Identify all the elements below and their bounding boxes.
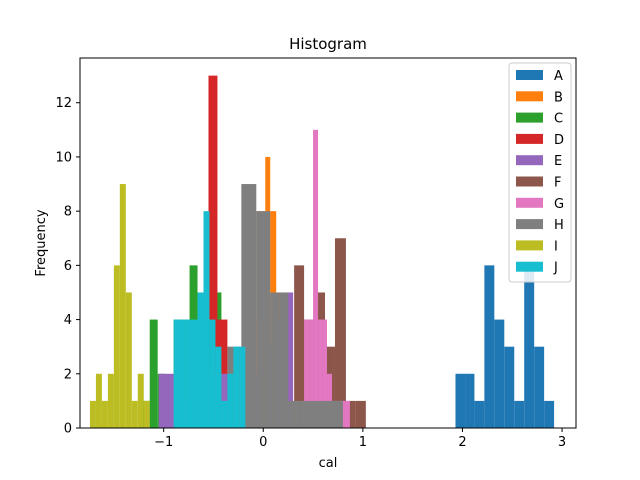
legend-swatch-j — [516, 261, 543, 272]
y-tick-label: 4 — [64, 313, 72, 328]
legend-label-j: J — [553, 261, 558, 276]
legend-swatch-f — [516, 176, 543, 187]
bar-i-1 — [95, 373, 102, 428]
bar-i-7 — [131, 400, 138, 428]
bar-j-7 — [227, 373, 234, 428]
bar-f-5 — [345, 400, 356, 428]
y-tick-label: 0 — [64, 422, 72, 437]
bar-a-5 — [504, 346, 515, 428]
histogram-bars — [89, 75, 555, 429]
plot-frame — [79, 57, 577, 429]
bar-j-0 — [173, 319, 186, 428]
bar-a-4 — [494, 319, 505, 428]
legend-swatch-c — [516, 112, 543, 123]
legend-label-i: I — [554, 239, 558, 254]
bar-h-4 — [279, 292, 289, 428]
bar-j-1 — [185, 319, 198, 428]
bar-d-3 — [208, 75, 218, 428]
bar-a-9 — [544, 400, 555, 428]
bar-g-9 — [344, 400, 350, 428]
bar-j-2 — [197, 292, 204, 428]
bar-f-4 — [334, 238, 346, 428]
y-axis-label: Frequency — [34, 209, 49, 276]
x-axis-ticks: −1 0 1 2 3 — [154, 428, 566, 450]
bar-a-8 — [534, 346, 545, 428]
legend-label-c: C — [554, 112, 563, 127]
bar-h-5 — [288, 400, 300, 428]
bar-j-6 — [221, 400, 228, 428]
bar-i-8 — [137, 373, 144, 428]
x-tick-label: −1 — [154, 435, 173, 450]
bar-f-6 — [355, 400, 366, 428]
bar-i-3 — [107, 373, 114, 428]
legend-swatch-d — [516, 133, 543, 144]
legend-label-f: F — [554, 176, 561, 191]
legend-swatch-a — [516, 70, 543, 80]
bar-a-0 — [455, 373, 466, 428]
x-tick-label: 0 — [259, 435, 267, 450]
legend-label-h: H — [554, 218, 564, 233]
y-tick-label: 8 — [64, 205, 72, 220]
legend-label-a: A — [554, 69, 563, 84]
y-tick-label: 2 — [64, 367, 72, 382]
y-axis-ticks: 0 2 4 6 8 10 12 — [55, 96, 80, 437]
bar-i-6 — [125, 292, 132, 428]
legend-label-e: E — [554, 154, 562, 169]
y-tick-label: 10 — [55, 150, 72, 165]
bar-h-7 — [309, 400, 321, 428]
legend-swatch-i — [516, 240, 543, 251]
bar-i-9 — [143, 400, 150, 428]
bar-j-5 — [215, 346, 222, 428]
x-tick-label: 2 — [458, 435, 466, 450]
bar-g-3 — [318, 319, 323, 428]
bar-a-1 — [465, 373, 475, 428]
legend-swatch-e — [516, 155, 543, 166]
x-tick-label: 3 — [558, 435, 566, 450]
bar-a-2 — [474, 400, 485, 428]
bar-f-0 — [294, 265, 305, 428]
x-axis-label: cal — [319, 456, 338, 471]
bar-g-1 — [309, 319, 314, 428]
bar-e-0 — [158, 373, 175, 428]
legend-swatch-b — [516, 91, 543, 102]
y-tick-label: 12 — [55, 96, 72, 111]
bar-a-3 — [484, 265, 495, 428]
bar-g-0 — [304, 319, 310, 428]
bar-g-4 — [322, 319, 328, 428]
bar-i-2 — [101, 400, 108, 428]
bar-i-0 — [89, 400, 96, 428]
chart-title: Histogram — [289, 35, 367, 53]
bar-j-3 — [203, 211, 210, 428]
legend-label-d: D — [554, 133, 564, 148]
bar-a-7 — [524, 265, 535, 428]
bar-h-2 — [256, 211, 271, 428]
bar-i-4 — [113, 265, 120, 428]
bar-h-9 — [331, 400, 343, 428]
bar-h-6 — [299, 400, 310, 428]
x-tick-label: 1 — [359, 435, 367, 450]
bar-g-2 — [313, 129, 319, 429]
legend-swatch-g — [516, 197, 543, 208]
bar-j-9 — [239, 346, 246, 428]
bar-h-3 — [270, 292, 280, 428]
legend-label-g: G — [554, 197, 564, 212]
bar-h-8 — [320, 400, 332, 428]
legend-swatch-h — [516, 219, 543, 230]
bar-a-6 — [514, 400, 525, 428]
bar-j-8 — [233, 346, 240, 428]
y-tick-label: 6 — [64, 259, 72, 274]
bar-c-1 — [149, 319, 158, 428]
legend-label-b: B — [554, 90, 563, 105]
bar-j-4 — [209, 319, 216, 428]
bar-i-5 — [119, 184, 126, 428]
